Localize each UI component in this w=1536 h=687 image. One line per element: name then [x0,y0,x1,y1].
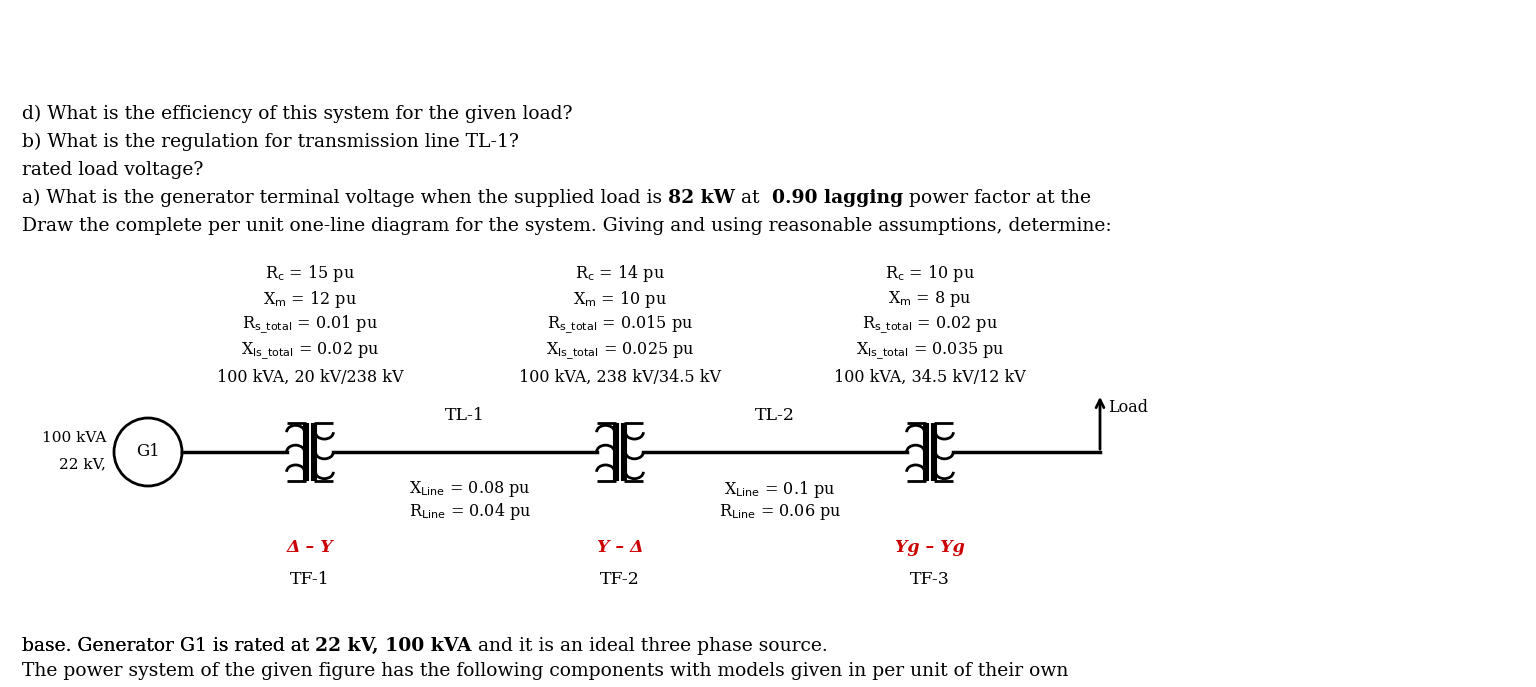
Text: base. Generator G1 is rated at: base. Generator G1 is rated at [22,637,315,655]
Text: R$_{\mathrm{s\_total}}$ = 0.015 pu: R$_{\mathrm{s\_total}}$ = 0.015 pu [547,314,693,336]
Text: 22 kV,: 22 kV, [58,457,106,471]
Text: a) What is the generator terminal voltage when the supplied load is: a) What is the generator terminal voltag… [22,189,668,207]
Text: R$_{\mathrm{c}}$ = 10 pu: R$_{\mathrm{c}}$ = 10 pu [885,262,975,284]
Text: 0.90 lagging: 0.90 lagging [771,189,903,207]
Text: TL-2: TL-2 [756,407,796,423]
Text: TF-2: TF-2 [601,570,641,587]
Text: X$_{\mathrm{ls\_total}}$ = 0.025 pu: X$_{\mathrm{ls\_total}}$ = 0.025 pu [545,341,694,361]
Text: X$_{\mathrm{Line}}$ = 0.1 pu: X$_{\mathrm{Line}}$ = 0.1 pu [725,479,836,499]
Text: 22 kV, 100 kVA: 22 kV, 100 kVA [315,637,472,655]
Text: Draw the complete per unit one-line diagram for the system. Giving and using rea: Draw the complete per unit one-line diag… [22,217,1112,235]
Text: X$_{\mathrm{m}}$ = 8 pu: X$_{\mathrm{m}}$ = 8 pu [888,289,972,309]
Text: TF-1: TF-1 [290,570,330,587]
Text: d) What is the efficiency of this system for the given load?: d) What is the efficiency of this system… [22,105,573,123]
Text: The power system of the given figure has the following components with models gi: The power system of the given figure has… [22,662,1069,680]
Text: R$_{\mathrm{s\_total}}$ = 0.02 pu: R$_{\mathrm{s\_total}}$ = 0.02 pu [862,315,998,335]
Text: R$_{\mathrm{c}}$ = 14 pu: R$_{\mathrm{c}}$ = 14 pu [574,262,665,284]
Text: base. Generator G1 is rated at: base. Generator G1 is rated at [22,637,315,655]
Text: 100 kVA, 238 kV/34.5 kV: 100 kVA, 238 kV/34.5 kV [519,368,720,385]
Text: 100 kVA, 20 kV/238 kV: 100 kVA, 20 kV/238 kV [217,368,404,385]
Text: b) What is the regulation for transmission line TL-1?: b) What is the regulation for transmissi… [22,133,519,151]
Text: at: at [736,189,771,207]
Text: Load: Load [1107,398,1147,416]
Text: power factor at the: power factor at the [903,189,1091,207]
Text: X$_{\mathrm{ls\_total}}$ = 0.02 pu: X$_{\mathrm{ls\_total}}$ = 0.02 pu [241,341,379,361]
Text: X$_{\mathrm{m}}$ = 12 pu: X$_{\mathrm{m}}$ = 12 pu [263,289,356,310]
Text: Δ – Y: Δ – Y [287,539,333,556]
Text: TF-3: TF-3 [909,570,949,587]
Text: R$_{\mathrm{s\_total}}$ = 0.01 pu: R$_{\mathrm{s\_total}}$ = 0.01 pu [243,314,378,336]
Text: TL-1: TL-1 [445,407,485,423]
Text: X$_{\mathrm{m}}$ = 10 pu: X$_{\mathrm{m}}$ = 10 pu [573,289,667,310]
Text: R$_{\mathrm{c}}$ = 15 pu: R$_{\mathrm{c}}$ = 15 pu [266,262,355,284]
Text: rated load voltage?: rated load voltage? [22,161,203,179]
Text: 100 kVA, 34.5 kV/12 kV: 100 kVA, 34.5 kV/12 kV [834,368,1026,385]
Text: R$_{\mathrm{Line}}$ = 0.06 pu: R$_{\mathrm{Line}}$ = 0.06 pu [719,502,842,522]
Text: X$_{\mathrm{ls\_total}}$ = 0.035 pu: X$_{\mathrm{ls\_total}}$ = 0.035 pu [856,341,1005,361]
Text: Y – Δ: Y – Δ [596,539,644,556]
Text: and it is an ideal three phase source.: and it is an ideal three phase source. [472,637,828,655]
Text: 100 kVA: 100 kVA [41,431,106,445]
Text: 82 kW: 82 kW [668,189,736,207]
Text: Yg – Yg: Yg – Yg [895,539,965,556]
Text: X$_{\mathrm{Line}}$ = 0.08 pu: X$_{\mathrm{Line}}$ = 0.08 pu [409,479,531,499]
Text: R$_{\mathrm{Line}}$ = 0.04 pu: R$_{\mathrm{Line}}$ = 0.04 pu [409,502,531,523]
Text: G1: G1 [137,444,160,460]
